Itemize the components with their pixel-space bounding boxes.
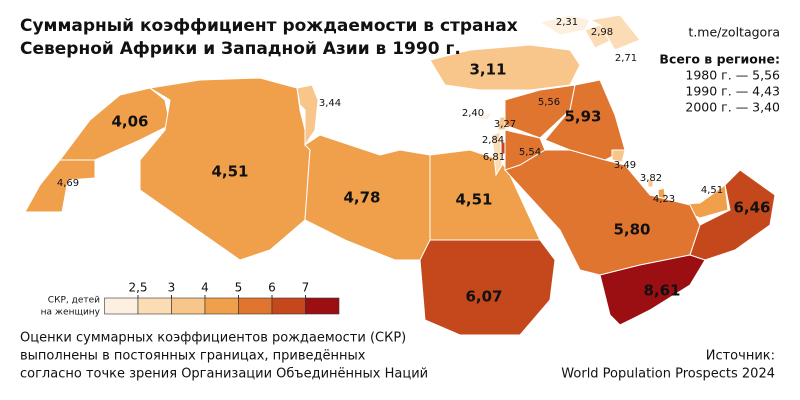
region xyxy=(538,14,591,36)
legend-title: СКР, детей xyxy=(48,296,100,306)
title-line: Северной Африки и Западной Азии в 1990 г… xyxy=(20,39,461,59)
region-label: 5,56 xyxy=(538,97,560,108)
regions xyxy=(24,14,776,336)
summary-heading: Всего в регионе: xyxy=(659,52,780,67)
legend-swatch xyxy=(305,297,340,315)
region xyxy=(474,111,494,121)
region-label: 4,06 xyxy=(111,113,148,131)
region-label: 2,84 xyxy=(482,135,504,146)
legend-tick-label: 2,5 xyxy=(128,281,147,295)
region xyxy=(599,254,706,326)
legend-tick-label: 3 xyxy=(168,281,176,295)
region xyxy=(429,44,581,91)
legend-title: на женщину xyxy=(41,308,101,318)
region-label: 6,46 xyxy=(733,199,770,217)
legend-tick-label: 6 xyxy=(268,281,276,295)
legend-tick-label: 4 xyxy=(201,281,209,295)
region xyxy=(689,169,776,261)
region-label: 5,80 xyxy=(613,221,650,239)
source-text: World Population Prospects 2024 xyxy=(561,367,775,382)
note-line: согласно точке зрения Организации Объеди… xyxy=(20,367,428,382)
note-line: Оценки суммарных коэффициентов рождаемос… xyxy=(20,331,406,346)
legend-swatch xyxy=(171,297,206,315)
region xyxy=(504,149,701,276)
region-label: 2,40 xyxy=(462,108,484,119)
region xyxy=(588,14,641,51)
region xyxy=(419,239,556,336)
region-label: 6,81 xyxy=(483,152,505,163)
legend-swatch xyxy=(271,297,306,315)
legend-swatch xyxy=(104,297,139,315)
region xyxy=(139,77,311,261)
region-label: 6,07 xyxy=(465,288,502,306)
summary-line: 1990 г. — 4,43 xyxy=(685,84,780,99)
region-label: 4,23 xyxy=(653,194,675,205)
region xyxy=(611,149,626,163)
region xyxy=(296,84,319,147)
region-label: 2,98 xyxy=(591,27,613,38)
region xyxy=(24,159,96,213)
legend-tick-label: 5 xyxy=(235,281,243,295)
region-label: 4,69 xyxy=(57,178,79,189)
region-label: 2,31 xyxy=(556,17,578,28)
handle: t.me/zoltagora xyxy=(688,25,780,40)
region-label: 5,54 xyxy=(519,147,541,158)
legend-swatch xyxy=(204,297,239,315)
legend-swatch xyxy=(137,297,172,315)
region-label: 4,51 xyxy=(455,191,492,209)
region-label: 3,11 xyxy=(469,61,506,79)
summary-line: 2000 г. — 3,40 xyxy=(685,100,780,115)
region xyxy=(59,87,171,161)
note-line: выполнены в постоянных границах, приведё… xyxy=(20,349,366,364)
title-line: Суммарный коэффициент рождаемости в стра… xyxy=(20,16,518,36)
legend-tick-label: 7 xyxy=(302,281,310,295)
region-label: 4,78 xyxy=(343,189,380,207)
region-label: 3,44 xyxy=(319,98,341,109)
region-label: 8,61 xyxy=(643,282,680,300)
region-label: 2,71 xyxy=(615,53,637,64)
region-label: 5,93 xyxy=(564,108,601,126)
region-label: 3,82 xyxy=(640,173,662,184)
region-label: 3,27 xyxy=(494,119,516,130)
region-label: 3,49 xyxy=(614,160,636,171)
summary-line: 1980 г. — 5,56 xyxy=(685,68,780,83)
region xyxy=(491,131,503,177)
source-label: Источник: xyxy=(706,349,775,364)
region-label: 4,51 xyxy=(701,185,723,196)
region xyxy=(647,179,654,188)
legend-swatch xyxy=(238,297,273,315)
region-label: 4,51 xyxy=(211,163,248,181)
